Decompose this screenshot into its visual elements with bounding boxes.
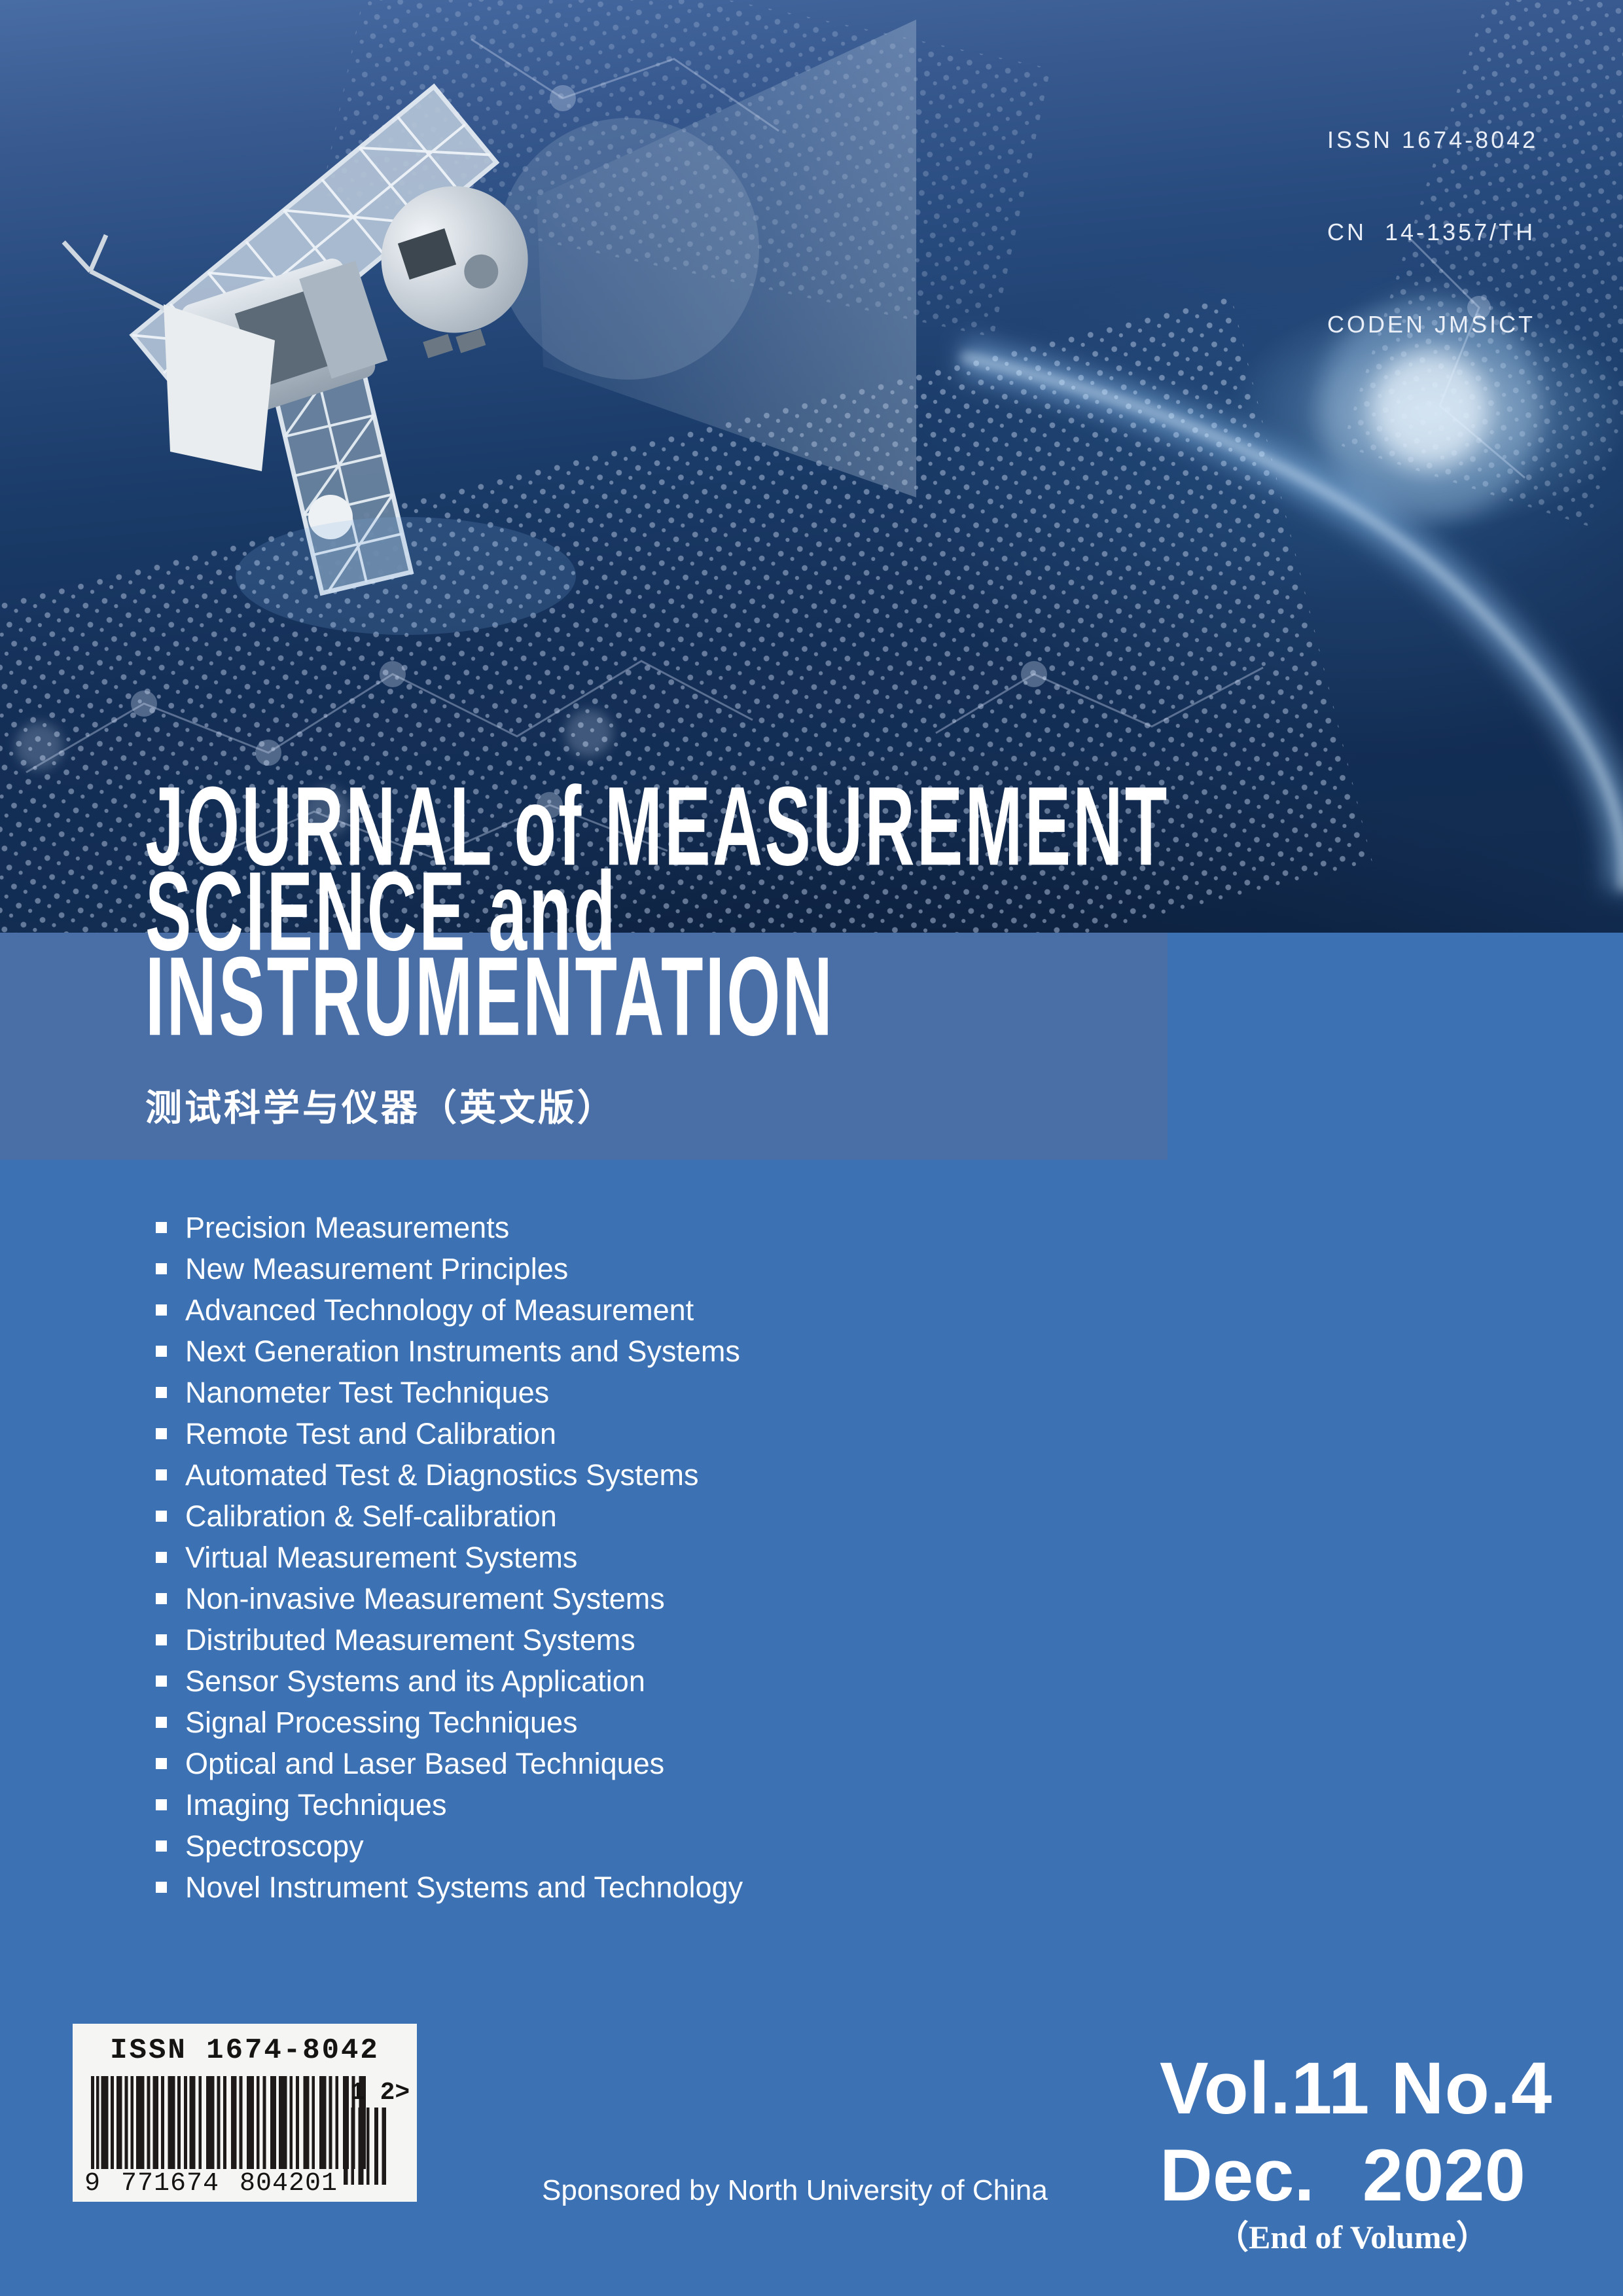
topic-item: Optical and Laser Based Techniques <box>156 1743 743 1784</box>
topic-label: Nanometer Test Techniques <box>185 1375 550 1409</box>
ean13-barcode <box>91 2076 366 2169</box>
square-bullet-icon <box>156 1304 167 1316</box>
topic-item: Sensor Systems and its Application <box>156 1660 743 1702</box>
journal-title-line2: SCIENCE and <box>145 848 618 974</box>
topic-item: Imaging Techniques <box>156 1784 743 1825</box>
square-bullet-icon <box>156 1840 167 1852</box>
solar-panel-lower <box>263 333 414 596</box>
topic-label: Virtual Measurement Systems <box>185 1540 578 1574</box>
topic-label: Calibration & Self-calibration <box>185 1499 557 1533</box>
issn-number: ISSN 1674-8042 <box>1327 126 1539 153</box>
topic-item: Advanced Technology of Measurement <box>156 1289 743 1331</box>
topic-item: Automated Test & Diagnostics Systems <box>156 1454 743 1496</box>
topic-label: Non-invasive Measurement Systems <box>185 1581 665 1615</box>
topic-item: Novel Instrument Systems and Technology <box>156 1867 743 1908</box>
square-bullet-icon <box>156 1387 167 1398</box>
title-band <box>0 933 1168 1160</box>
topic-label: Next Generation Instruments and Systems <box>185 1334 740 1368</box>
instrument-panel <box>164 304 275 471</box>
sponsor-line: Sponsored by North University of China <box>542 2174 1048 2206</box>
journal-title-chinese: 测试科学与仪器（英文版） <box>145 1087 616 1128</box>
hatch-disc <box>308 495 353 539</box>
topic-item: Precision Measurements <box>156 1207 743 1248</box>
cn-number: CN 14-1357/TH <box>1327 219 1536 245</box>
journal-title-line1: JOURNAL of MEASUREMENT <box>145 763 1169 889</box>
topic-label: Signal Processing Techniques <box>185 1705 578 1739</box>
topic-item: Virtual Measurement Systems <box>156 1537 743 1578</box>
topic-item: Calibration & Self-calibration <box>156 1496 743 1537</box>
network-nodes <box>16 85 1491 835</box>
end-of-volume-note: （End of Volume） <box>1216 2219 1489 2255</box>
barcode-addon-label: 1 2> <box>350 2079 410 2107</box>
earth-rim-highlight <box>961 352 1623 890</box>
topic-item: Signal Processing Techniques <box>156 1702 743 1743</box>
satellite-body <box>62 186 528 423</box>
issn-meta-block: ISSN 1674-8042 CN 14-1357/TH CODEN JMSIC… <box>1327 63 1538 401</box>
topic-item: Distributed Measurement Systems <box>156 1619 743 1660</box>
sun-glare-halo <box>1319 298 1541 520</box>
barcode-card: ISSN 1674-8042 <box>73 2024 417 2202</box>
topic-item: Spectroscopy <box>156 1825 743 1867</box>
topic-item: New Measurement Principles <box>156 1248 743 1289</box>
topic-label: Precision Measurements <box>185 1210 510 1244</box>
ghost-sphere <box>497 118 759 380</box>
square-bullet-icon <box>156 1593 167 1604</box>
topic-label: Novel Instrument Systems and Technology <box>185 1870 743 1904</box>
hero-space-background: ISSN 1674-8042 CN 14-1357/TH CODEN JMSIC… <box>0 0 1623 933</box>
square-bullet-icon <box>156 1346 167 1357</box>
dot-map-left-swath <box>0 295 1374 933</box>
square-bullet-icon <box>156 1799 167 1810</box>
square-bullet-icon <box>156 1882 167 1893</box>
barcode-digits: 9 771674 804201 <box>84 2169 338 2198</box>
square-bullet-icon <box>156 1222 167 1233</box>
topic-label: Spectroscopy <box>185 1829 364 1863</box>
barcode-issn-label: ISSN 1674-8042 <box>110 2034 380 2067</box>
square-bullet-icon <box>156 1469 167 1480</box>
ean2-addon-barcode <box>344 2108 386 2185</box>
square-bullet-icon <box>156 1428 167 1439</box>
topic-item: Nanometer Test Techniques <box>156 1372 743 1413</box>
topic-label: Remote Test and Calibration <box>185 1416 556 1450</box>
satellite-illustration <box>62 20 916 635</box>
topic-label: New Measurement Principles <box>185 1251 569 1285</box>
volume-number: Vol.11 No.4 <box>1160 2047 1553 2129</box>
topic-item: Remote Test and Calibration <box>156 1413 743 1454</box>
topic-label: Imaging Techniques <box>185 1787 447 1821</box>
square-bullet-icon <box>156 1634 167 1645</box>
square-bullet-icon <box>156 1758 167 1769</box>
topic-label: Sensor Systems and its Application <box>185 1664 645 1698</box>
ghost-fairing <box>537 20 916 497</box>
topic-list: Precision Measurements New Measurement P… <box>156 1207 743 1908</box>
descent-module-sphere <box>381 186 528 333</box>
topic-label: Advanced Technology of Measurement <box>185 1293 694 1327</box>
square-bullet-icon <box>156 1676 167 1687</box>
topic-item: Next Generation Instruments and Systems <box>156 1331 743 1372</box>
issue-date: Dec. 2020 <box>1160 2134 1525 2216</box>
topic-item: Non-invasive Measurement Systems <box>156 1578 743 1619</box>
square-bullet-icon <box>156 1263 167 1274</box>
coden-code: CODEN JMSICT <box>1327 311 1535 338</box>
square-bullet-icon <box>156 1717 167 1728</box>
journal-title-line3: INSTRUMENTATION <box>145 933 835 1059</box>
topic-label: Optical and Laser Based Techniques <box>185 1746 665 1780</box>
antenna <box>62 234 166 312</box>
engine-haze <box>236 517 576 635</box>
topic-label: Automated Test & Diagnostics Systems <box>185 1458 699 1492</box>
topic-label: Distributed Measurement Systems <box>185 1623 635 1657</box>
square-bullet-icon <box>156 1511 167 1522</box>
square-bullet-icon <box>156 1552 167 1563</box>
